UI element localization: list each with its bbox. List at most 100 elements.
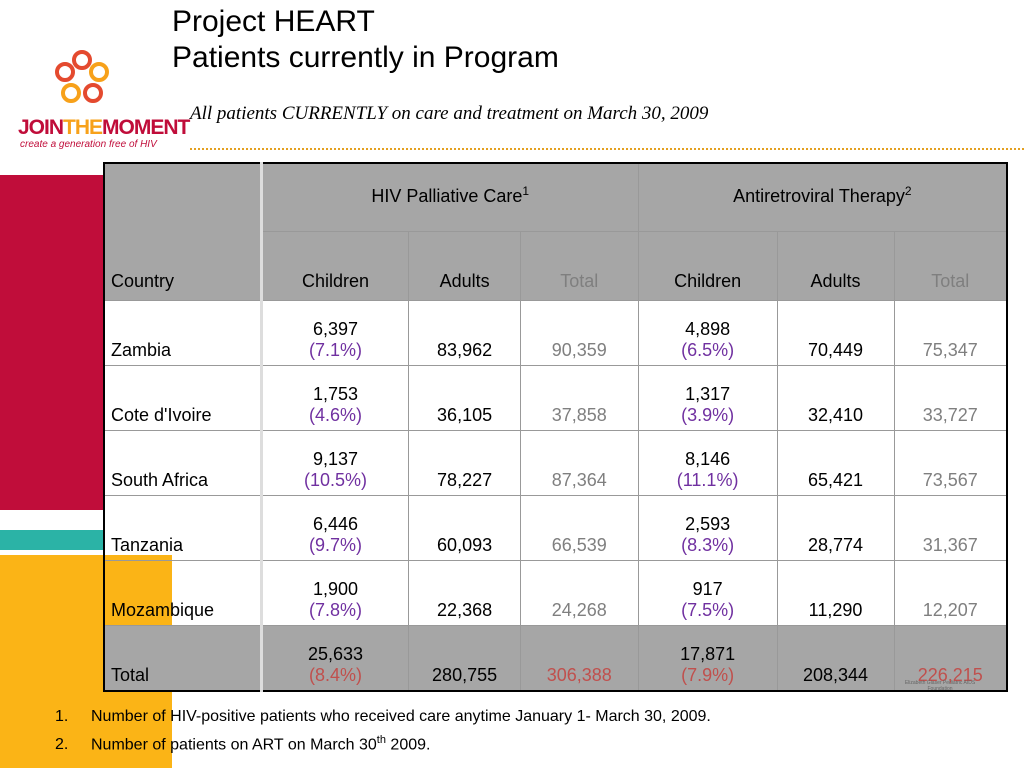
table-cell: 1,317 (3.9%): [637, 364, 778, 431]
total: 31,367: [922, 534, 978, 555]
group-header: Antiretroviral Therapy2: [637, 162, 1008, 232]
table-cell: 75,347: [893, 299, 1008, 366]
logo-part: MOMENT: [102, 116, 190, 139]
footnotes: 1. Number of HIV-positive patients who re…: [55, 708, 711, 762]
table-cell: Tanzania: [103, 494, 263, 561]
table-cell: 33,727: [893, 364, 1008, 431]
adults: 208,344: [802, 664, 869, 685]
adults: 60,093: [437, 534, 493, 555]
adults: 280,755: [432, 664, 498, 685]
header-cell: Adults: [408, 230, 521, 301]
table-cell: 78,227: [408, 429, 521, 496]
adults: 28,774: [808, 534, 864, 555]
column-header: Children: [674, 270, 742, 291]
data-row: Cote d'Ivoire 1,753 (4.6%) 36,105 37,858 1,31…: [103, 364, 1008, 431]
total: 66,539: [551, 534, 607, 555]
total: 90,359: [551, 339, 607, 360]
title-line: Patients currently in Program: [172, 41, 559, 74]
table-cell: 22,368: [408, 559, 521, 626]
children-count: 2,593: [685, 513, 731, 534]
table-cell: 2,593 (8.3%): [637, 494, 778, 561]
table-cell: 917 (7.5%): [637, 559, 778, 626]
table-cell: 280,755: [408, 624, 521, 691]
table-cell: 73,567: [893, 429, 1008, 496]
column-header: Total: [931, 270, 970, 291]
column-header: Children: [301, 270, 370, 291]
total: 33,727: [922, 404, 978, 425]
logo-part: THE: [63, 116, 103, 139]
group-label: HIV Palliative Care: [371, 185, 523, 206]
data-row: Tanzania 6,446 (9.7%) 60,093 66,539 2,593 (8.3…: [103, 494, 1008, 561]
footnote: 2. Number of patients on ART on March 30t…: [55, 734, 711, 754]
table-cell: 12,207: [893, 559, 1008, 626]
children-count: 17,871: [680, 643, 736, 664]
header-row: Children Adults Total Children Adults Total: [104, 230, 1008, 301]
total: 87,364: [551, 469, 607, 490]
table-cell: 9,137 (10.5%): [260, 429, 410, 496]
children-count: 9,137: [312, 448, 359, 469]
total: 75,347: [922, 339, 978, 360]
logo-name: JOINTHEMOMENT: [18, 116, 190, 140]
column-header: Total: [560, 270, 599, 291]
group-note: 2: [904, 183, 912, 198]
adults: 36,105: [437, 404, 493, 425]
country: South Africa: [111, 469, 209, 490]
children-share: (10.5%): [303, 469, 368, 490]
footnote-text: th: [376, 734, 386, 746]
children-count: 1,753: [312, 383, 359, 404]
children-count: 6,397: [312, 318, 359, 339]
table-cell: Cote d'Ivoire: [103, 364, 263, 431]
children-share: (4.6%): [309, 404, 363, 425]
country: Total: [111, 664, 150, 685]
divider: [190, 148, 1024, 150]
subtitle: All patients CURRENTLY on care and treat…: [190, 103, 709, 124]
partner-logo: Elizabeth Glaser Pediatric AIDS Foundati…: [904, 680, 976, 692]
children-share: (8.4%): [309, 664, 363, 685]
table-cell: 1,753 (4.6%): [260, 364, 410, 431]
country: Zambia: [111, 339, 172, 360]
table-cell: 37,858: [519, 364, 639, 431]
data-row: Total 25,633 (8.4%) 280,755 306,388 17,871 (7.…: [103, 624, 1008, 691]
footnote-text: Number of patients on ART on March 30: [91, 736, 377, 754]
logo-mark: [55, 50, 109, 103]
adults: 11,290: [808, 599, 863, 620]
logo-tagline: create a generation free of HIV: [20, 139, 157, 150]
country: Tanzania: [111, 534, 184, 555]
table-cell: Mozambique: [103, 559, 263, 626]
header-row: Country HIV Palliative Care1 Antiretrovira…: [103, 162, 1008, 301]
logo-part: JOIN: [18, 116, 64, 139]
children-share: (7.9%): [681, 664, 735, 685]
adults: 22,368: [437, 599, 493, 620]
table-cell: 306,388: [519, 624, 639, 691]
table-cell: Total: [103, 624, 263, 691]
table-cell: 65,421: [776, 429, 895, 496]
table-cell: 31,367: [893, 494, 1008, 561]
table-cell: 1,900 (7.8%): [260, 559, 410, 626]
header-cell: Total: [519, 230, 639, 301]
header-cell: Total: [893, 230, 1008, 301]
children-count: 8,146: [685, 448, 731, 469]
children-count: 25,633: [307, 643, 364, 664]
adults: 70,449: [808, 339, 864, 360]
table-cell: South Africa: [103, 429, 263, 496]
red-band: [0, 175, 103, 510]
table-cell: 226,215: [893, 624, 1008, 691]
table-cell: 28,774: [776, 494, 895, 561]
table-cell: 70,449: [776, 299, 895, 366]
table-cell: 8,146 (11.1%): [637, 429, 778, 496]
children-share: (7.8%): [309, 599, 363, 620]
children-count: 6,446: [312, 513, 359, 534]
total: 37,858: [551, 404, 607, 425]
table-cell: 90,359: [519, 299, 639, 366]
adults: 32,410: [808, 404, 864, 425]
table-cell: 4,898 (6.5%): [637, 299, 778, 366]
table-cell: 60,093: [408, 494, 521, 561]
table-cell: 208,344: [776, 624, 895, 691]
table-cell: 87,364: [519, 429, 639, 496]
header-cell: Adults: [776, 230, 895, 301]
total: 226,215: [917, 664, 983, 685]
teal-band: [0, 530, 103, 550]
header-cell: Children: [260, 230, 410, 301]
footnote-text: 2009.: [385, 736, 431, 754]
group-header: HIV Palliative Care1: [260, 162, 639, 232]
